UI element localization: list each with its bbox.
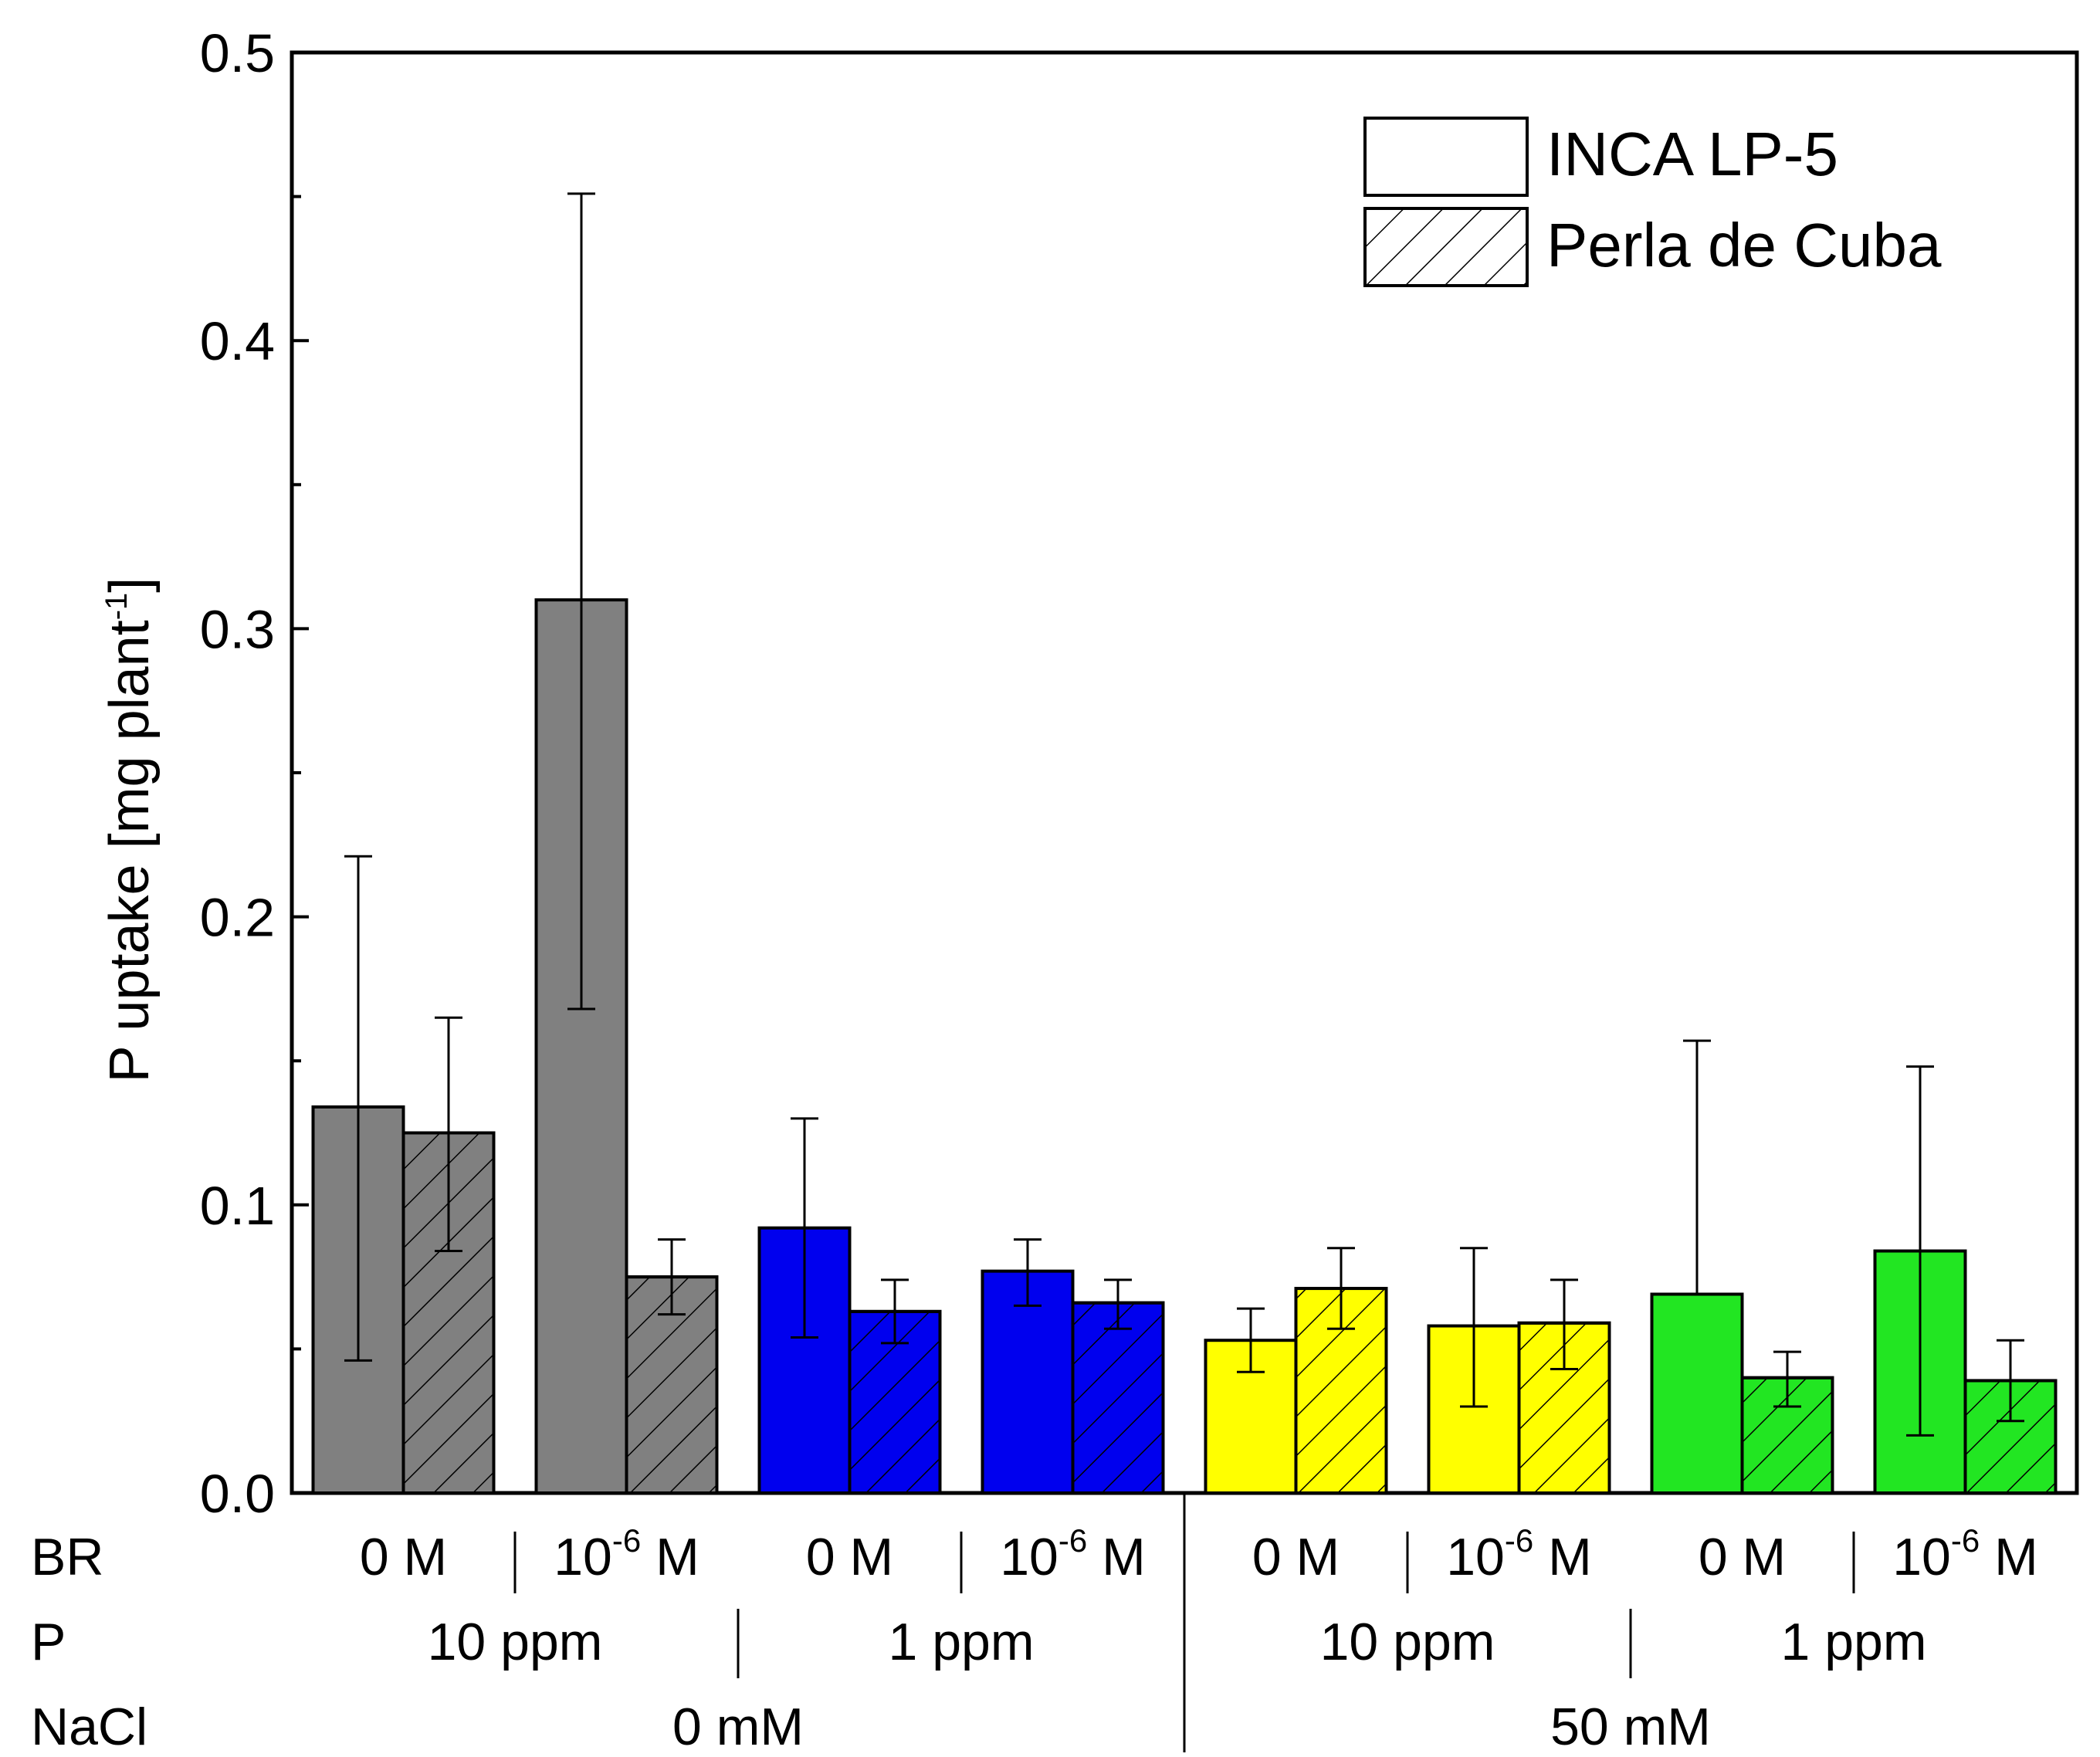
- y-tick-label: 0.4: [200, 311, 275, 371]
- br-label: 10-6 M: [554, 1522, 699, 1586]
- br-label: 0 M: [360, 1528, 447, 1586]
- y-tick-label: 0.0: [200, 1464, 275, 1524]
- br-label-exponent: -6: [1058, 1522, 1087, 1559]
- legend-swatch-perla: [1363, 207, 1529, 287]
- br-label-base: 10: [1446, 1528, 1505, 1586]
- y-axis-label-close: ]: [99, 577, 161, 593]
- br-label-exponent: -6: [612, 1522, 641, 1559]
- nacl-label: 0 mM: [672, 1698, 804, 1756]
- br-label-base: 10: [1000, 1528, 1058, 1586]
- nacl-label: 50 mM: [1550, 1698, 1711, 1756]
- y-tick-label: 0.1: [200, 1176, 275, 1236]
- br-label: 10-6 M: [1000, 1522, 1146, 1586]
- bar-hatch-perla: [1071, 1301, 1165, 1495]
- row-label-p: P: [31, 1613, 66, 1671]
- br-label-exponent: -6: [1505, 1522, 1533, 1559]
- p-label: 1 ppm: [889, 1613, 1035, 1671]
- br-label: 0 M: [1252, 1528, 1340, 1586]
- br-label: 10-6 M: [1892, 1522, 2038, 1586]
- y-tick-label: 0.3: [200, 599, 275, 659]
- plot-area: [290, 50, 2079, 1495]
- br-label-unit: M: [1087, 1528, 1146, 1586]
- bar-inca: [1650, 1292, 1744, 1495]
- y-axis-label: P uptake [mg plant-1]: [99, 577, 161, 1083]
- br-label: 0 M: [806, 1528, 893, 1586]
- y-axis: 0.0 0.1 0.2 0.3 0.4 0.5: [200, 23, 309, 1524]
- bar-hatch-perla: [401, 1131, 496, 1495]
- br-label-unit: M: [1980, 1528, 2038, 1586]
- br-label-unit: M: [641, 1528, 699, 1586]
- legend: INCA LP-5 Perla de Cuba: [1363, 117, 1942, 287]
- row-label-nacl: NaCl: [31, 1698, 147, 1756]
- p-label: 10 ppm: [1320, 1613, 1495, 1671]
- br-label: 10-6 M: [1446, 1522, 1592, 1586]
- br-label-exponent: -6: [1951, 1522, 1980, 1559]
- legend-label-perla: Perla de Cuba: [1546, 211, 1942, 279]
- legend-swatch-inca: [1363, 117, 1529, 197]
- br-label: 0 M: [1699, 1528, 1786, 1586]
- p-label: 1 ppm: [1781, 1613, 1927, 1671]
- y-tick-label: 0.5: [200, 23, 275, 83]
- bar-inca: [981, 1269, 1075, 1495]
- y-tick-label: 0.2: [200, 888, 275, 948]
- br-label-unit: M: [1533, 1528, 1592, 1586]
- p-label: 10 ppm: [428, 1613, 603, 1671]
- y-axis-label-unit-exponent: -1: [100, 593, 134, 621]
- y-axis-label-main: P uptake [mg plant: [99, 620, 161, 1082]
- legend-label-inca: INCA LP-5: [1546, 120, 1838, 188]
- br-label-base: 10: [554, 1528, 612, 1586]
- row-label-br: BR: [31, 1528, 103, 1586]
- br-label-base: 10: [1892, 1528, 1951, 1586]
